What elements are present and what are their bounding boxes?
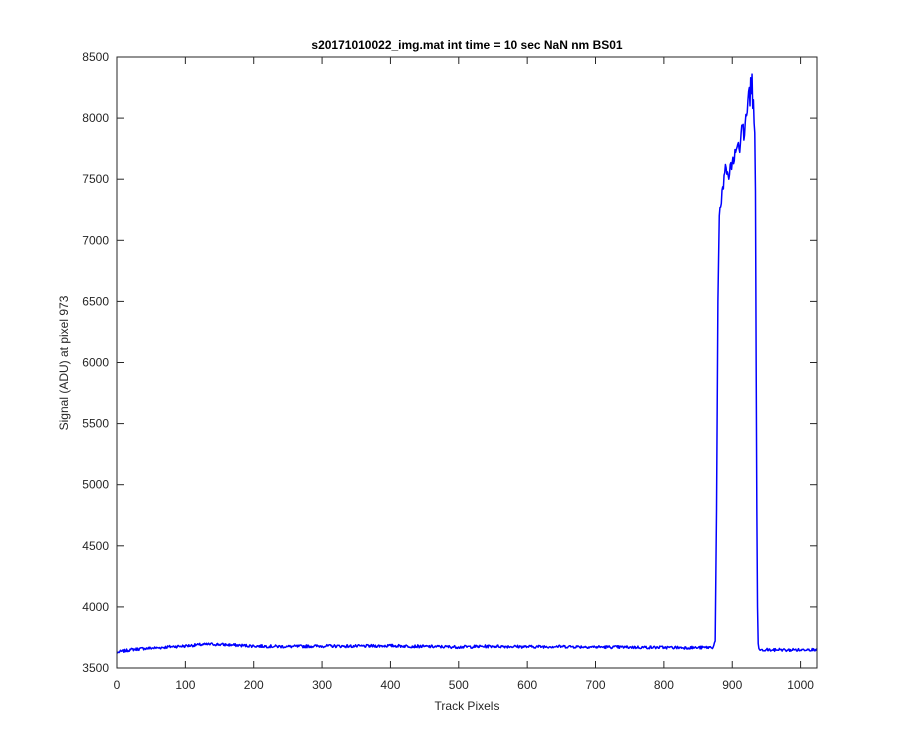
y-tick-label: 7500 [82,172,109,186]
y-tick-label: 4500 [82,539,109,553]
y-tick-label: 3500 [82,661,109,675]
y-tick-label: 8500 [82,50,109,64]
plot-frame [116,56,818,669]
x-tick-label: 500 [449,678,469,692]
x-tick-label: 100 [175,678,195,692]
x-tick-label: 900 [722,678,742,692]
y-tick-label: 6500 [82,294,109,308]
x-tick-label: 800 [654,678,674,692]
x-tick-labels: 0 100 200 300 400 500 600 700 800 900 1000 [114,678,815,692]
x-tick-label: 200 [244,678,264,692]
x-tick-label: 0 [114,678,121,692]
x-tick-label: 400 [380,678,400,692]
y-tick-labels: 3500 4000 4500 5000 5500 6000 6500 7000 7500 8000… [82,50,109,675]
x-axis-title: Track Pixels [435,699,500,713]
y-tick-label: 6000 [82,356,109,370]
y-axis-title: Signal (ADU) at pixel 973 [57,295,71,430]
signal-series-line [116,73,818,654]
x-tick-label: 1000 [787,678,814,692]
y-tick-label: 5000 [82,478,109,492]
y-tick-label: 7000 [82,233,109,247]
chart-title: s20171010022_img.mat int time = 10 sec N… [311,38,623,52]
plot-area [117,57,817,668]
y-tick-label: 5500 [82,417,109,431]
x-tick-label: 300 [312,678,332,692]
x-tick-label: 700 [586,678,606,692]
y-tick-label: 4000 [82,600,109,614]
x-tick-label: 600 [517,678,537,692]
y-tick-label: 8000 [82,111,109,125]
